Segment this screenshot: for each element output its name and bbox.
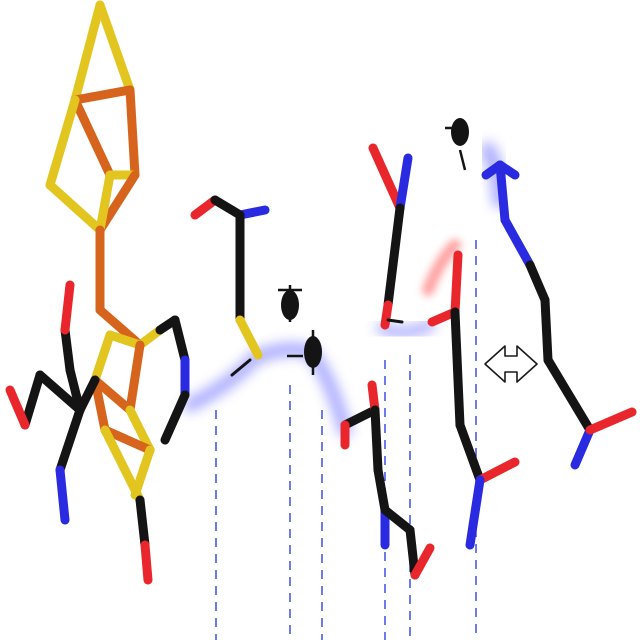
water-molecule: [451, 118, 469, 146]
water-molecules: [278, 118, 469, 375]
guide-lines: [215, 240, 477, 640]
carboxylate-residue-top: [368, 143, 413, 330]
iron-sulfur-cluster-bottom: [5, 280, 190, 585]
glutamate-residue: [340, 380, 435, 580]
cysteine-residue: [190, 195, 270, 377]
aspartate-residue: [427, 250, 520, 550]
arginine-residue: [481, 160, 637, 470]
double-headed-arrow-icon: [484, 345, 538, 383]
iron-sulfur-cluster-top: [45, 0, 140, 315]
